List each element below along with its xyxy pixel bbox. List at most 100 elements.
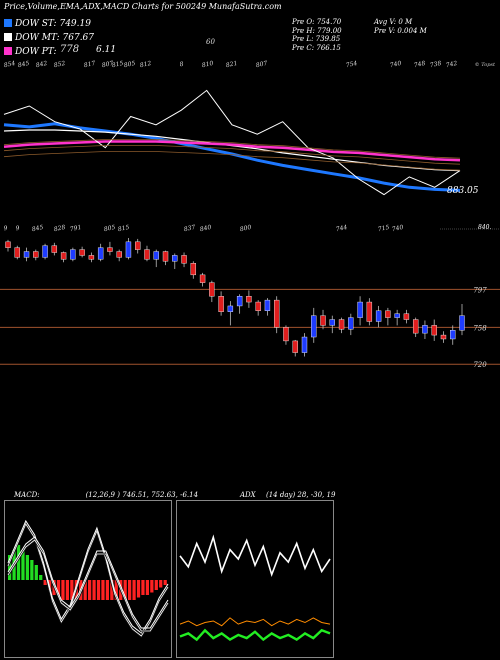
- candle-body: [209, 282, 215, 297]
- macd-frame: [4, 500, 172, 658]
- macd-histogram-bar: [34, 565, 38, 580]
- legend-dow-st: DOW ST: 749.19: [4, 19, 91, 29]
- top-tick-label: 821: [225, 60, 238, 69]
- candle: [283, 325, 289, 345]
- legend-dow-mt: DOW MT: 767.67: [4, 33, 94, 43]
- ema-line-dow-pt: [3, 140, 461, 162]
- macd-header: MACD: (12,26,9 ) 746.51, 752.63, -6.14: [14, 491, 198, 499]
- candle: [412, 317, 419, 338]
- candle: [403, 309, 410, 324]
- macd-chart: [4, 500, 172, 658]
- candle-body: [338, 319, 345, 330]
- mid-tick-label: 845: [31, 224, 44, 233]
- candle: [450, 325, 456, 345]
- candle: [348, 313, 354, 336]
- ohlc-col-2: Avg V: 0 M Pre V: 0.004 M: [374, 18, 427, 35]
- ohlc-open: Pre O: 754.70: [292, 18, 342, 26]
- macd-histogram-bar: [145, 580, 150, 595]
- price-end-label: 883.05: [447, 186, 479, 196]
- candle-body: [283, 327, 289, 342]
- candle-body: [97, 247, 104, 260]
- macd-line-macd-outline: [7, 523, 169, 637]
- candle-body: [199, 274, 206, 283]
- candle-body: [14, 247, 20, 258]
- top-tick-label: 810: [201, 60, 214, 69]
- top-tick-label: 852: [53, 60, 66, 69]
- legend-dow-pt: DOW PT:: [4, 47, 56, 57]
- macd-histogram-bar: [56, 580, 61, 595]
- candle: [375, 305, 382, 328]
- mid-right-label: 840.: [478, 224, 491, 231]
- candle-body: [153, 251, 159, 260]
- candle-body: [70, 249, 76, 260]
- mid-tick-label: 815: [117, 224, 130, 233]
- macd-histogram-bar: [65, 580, 70, 600]
- candle: [385, 307, 391, 326]
- adx-lines: [179, 534, 331, 642]
- candle: [431, 319, 437, 341]
- macd-header-label: MACD:: [14, 491, 40, 499]
- candle: [60, 251, 67, 263]
- candle: [357, 296, 363, 326]
- candle-body: [357, 301, 363, 318]
- candle: [116, 249, 122, 262]
- mid-tick-label: 837: [183, 224, 196, 233]
- macd-histogram-bar: [101, 580, 105, 600]
- candle-body: [348, 317, 354, 330]
- legend-six-value: 6.11: [96, 45, 117, 55]
- candle: [255, 300, 261, 316]
- ema-band-line: [3, 145, 461, 165]
- mid-tick-label: 800: [239, 224, 252, 233]
- ohlc-avg-volume: Avg V: 0 M: [374, 18, 413, 26]
- adx-chart: [176, 500, 334, 658]
- candle-body: [33, 251, 39, 258]
- candle: [236, 294, 243, 314]
- candle-body: [450, 330, 456, 340]
- candle-body: [412, 319, 419, 334]
- top-tick-label: 748: [413, 60, 426, 69]
- candle-body: [329, 319, 335, 326]
- macd-histogram-bar: [136, 580, 141, 598]
- candle: [162, 250, 169, 266]
- candle-body: [218, 296, 224, 312]
- macd-histogram-bar: [105, 580, 110, 600]
- macd-histogram-bar: [25, 555, 30, 580]
- adx-line-di: [179, 617, 331, 627]
- macd-lines: [6, 519, 170, 638]
- candle-body: [385, 310, 391, 318]
- candle: [292, 339, 298, 357]
- candle-body: [301, 336, 308, 353]
- candle-body: [79, 249, 85, 256]
- mid-tick-label: 805: [103, 224, 116, 233]
- ema-line-price: [3, 89, 461, 196]
- macd-histogram-bar: [128, 580, 132, 600]
- adx-line-dx: [179, 534, 331, 577]
- top-tick-label: 8: [179, 61, 184, 69]
- macd-histogram-bar: [123, 580, 127, 600]
- legend-dow-st-value: 749.19: [59, 19, 91, 29]
- candle: [227, 301, 234, 326]
- macd-line-macd: [7, 519, 169, 634]
- adx-line-di: [179, 628, 331, 642]
- ema-lines: [3, 89, 461, 196]
- candle: [14, 245, 20, 260]
- candle-body: [116, 251, 122, 258]
- ema-band-line: [3, 139, 461, 159]
- candle: [440, 331, 447, 343]
- mid-tick-label: 715: [377, 224, 390, 233]
- candle: [366, 298, 373, 326]
- candle-body: [273, 299, 280, 328]
- candle-body: [88, 255, 95, 260]
- top-tick-right: © Topst: [475, 61, 496, 68]
- candle: [33, 249, 39, 261]
- top-tick-label: 740: [389, 60, 402, 69]
- candle: [311, 307, 317, 343]
- candle-body: [135, 241, 141, 250]
- top-tick-label: 807: [255, 60, 268, 69]
- macd-histogram-bar: [159, 580, 163, 588]
- ohlc-low: Pre L: 739.85: [292, 35, 341, 43]
- top-tick-label: 807: [101, 60, 114, 69]
- legend-dow-pt-swatch: [4, 47, 12, 55]
- candle: [190, 261, 197, 279]
